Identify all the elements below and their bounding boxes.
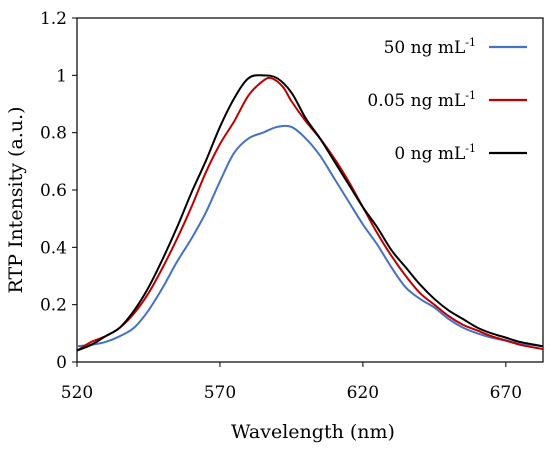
y-tick-label: 0 [56, 353, 67, 373]
plot-frame [76, 17, 544, 363]
y-tick-label: 0.4 [40, 238, 67, 258]
y-tick-label: 0.2 [40, 296, 67, 316]
x-tick-label: 520 [61, 383, 93, 403]
y-axis-title: RTP Intensity (a.u.) [5, 106, 27, 293]
y-tick-label: 1.2 [40, 9, 67, 29]
x-axis-title: Wavelength (nm) [231, 421, 395, 443]
legend-label-2: 0.05 ng mL-1 [367, 89, 476, 111]
series-layer [77, 74, 543, 352]
legend: 50 ng mL-1 0.05 ng mL-1 0 ng mL-1 [367, 36, 527, 164]
x-tick-label: 570 [204, 383, 236, 403]
series-line-2 [77, 76, 543, 352]
series-line-1 [77, 124, 543, 348]
y-tick-label: 1 [56, 66, 67, 86]
series-line-3 [77, 74, 543, 352]
x-tick-label: 670 [490, 383, 522, 403]
legend-label-1: 50 ng mL-1 [384, 36, 476, 58]
x-tick-label: 620 [347, 383, 379, 403]
plot-area: 0 0.2 0.4 0.6 0.8 1 1.2 520 570 620 670 [40, 9, 544, 403]
y-tick-label: 0.8 [40, 124, 67, 144]
legend-label-3: 0 ng mL-1 [394, 142, 476, 164]
y-tick-label: 0.6 [40, 181, 67, 201]
